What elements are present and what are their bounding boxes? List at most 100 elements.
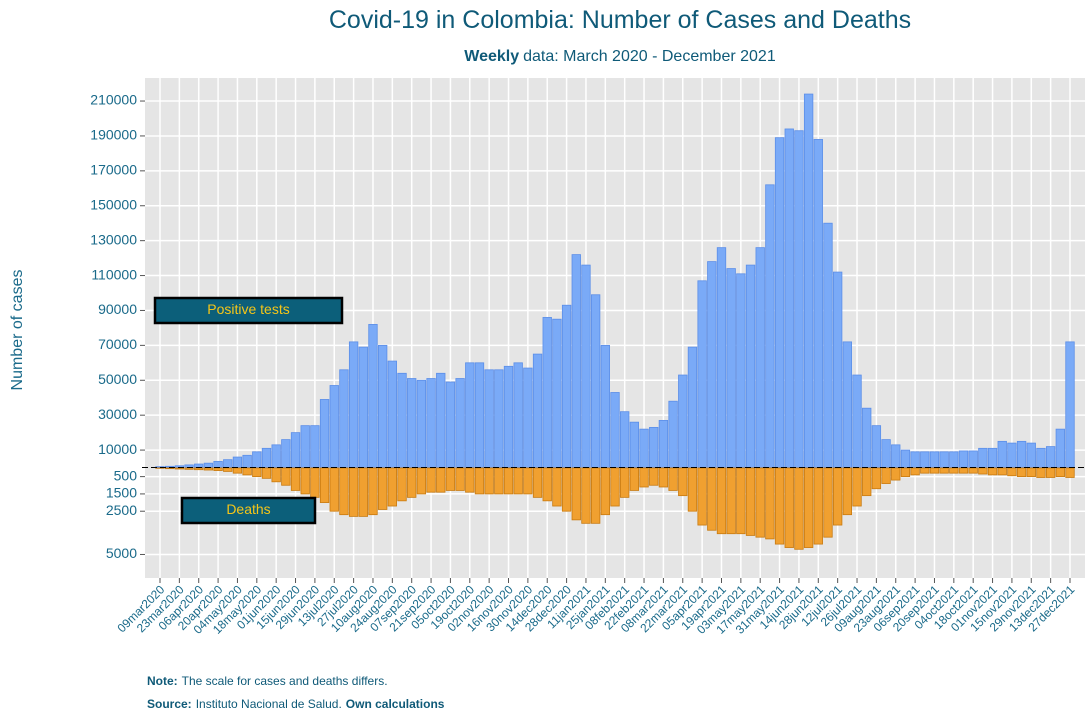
note: Note: The scale for cases and deaths diff… <box>147 674 388 688</box>
bar <box>1026 442 1036 468</box>
note-label: Note: <box>147 674 178 688</box>
bar <box>620 467 630 498</box>
bar <box>532 467 543 498</box>
bar <box>310 467 320 498</box>
bar <box>397 372 407 468</box>
bar <box>978 467 988 475</box>
bar <box>1036 467 1046 478</box>
bar <box>474 467 485 495</box>
bar <box>407 467 417 498</box>
source-label: Source: <box>147 697 192 711</box>
bar <box>426 467 436 493</box>
bar <box>310 425 320 468</box>
bar <box>252 451 262 468</box>
bar <box>1065 467 1075 478</box>
bar <box>852 374 862 468</box>
bar <box>271 467 281 483</box>
bar <box>426 378 436 468</box>
bar <box>803 93 814 468</box>
bar <box>339 467 349 516</box>
bar <box>920 451 930 468</box>
bar <box>358 467 368 517</box>
bar <box>339 369 349 468</box>
bar <box>687 346 698 468</box>
bar <box>416 379 427 468</box>
bar <box>610 392 620 468</box>
bar <box>891 444 901 468</box>
y2-tick-label: 500 <box>114 467 138 483</box>
bar <box>232 467 243 474</box>
bar <box>891 467 901 481</box>
bar <box>658 467 669 488</box>
bar <box>581 264 591 468</box>
bar <box>590 467 601 524</box>
bar <box>997 440 1007 468</box>
bar <box>290 467 301 491</box>
bar <box>823 222 833 468</box>
bar <box>668 467 678 491</box>
bar <box>445 467 456 491</box>
bar <box>736 467 746 535</box>
bar <box>842 467 853 516</box>
bar <box>765 184 775 468</box>
bar <box>929 467 940 474</box>
bar <box>571 254 581 468</box>
bar <box>242 454 252 468</box>
bar <box>784 467 794 548</box>
chart-title: Covid-19 in Colombia: Number of Cases an… <box>328 6 912 34</box>
bar <box>329 467 339 512</box>
bar <box>910 451 920 468</box>
bar <box>203 467 214 471</box>
bar <box>590 294 601 468</box>
legend-label: Deaths <box>226 501 270 517</box>
bar <box>581 467 591 524</box>
bar <box>774 467 785 545</box>
legend-box <box>180 496 317 525</box>
bar <box>503 467 514 495</box>
y-tick-label: 110000 <box>91 266 137 282</box>
bar <box>261 447 272 468</box>
bar <box>610 467 620 507</box>
bar <box>600 467 610 516</box>
bar <box>319 399 330 468</box>
bar <box>194 467 204 471</box>
bar <box>300 467 310 495</box>
bar <box>726 268 736 468</box>
bar <box>871 425 882 468</box>
bar <box>687 467 698 512</box>
y-tick-label: 70000 <box>98 336 137 352</box>
bar <box>949 467 959 474</box>
bar <box>552 318 562 468</box>
bar <box>261 467 272 479</box>
bar <box>649 467 659 486</box>
bar <box>668 400 678 468</box>
bar <box>920 467 930 474</box>
bar <box>377 467 388 510</box>
bar <box>678 374 688 468</box>
bar <box>523 467 533 495</box>
bar <box>1007 442 1017 468</box>
bars <box>155 93 1075 550</box>
y-tick-label: 190000 <box>90 127 137 143</box>
bar <box>939 451 949 468</box>
bar <box>736 273 746 468</box>
bar <box>281 467 291 486</box>
chart-subtitle: Weekly data: March 2020 - December 2021 <box>0 48 1090 66</box>
bar <box>639 428 649 468</box>
bar <box>494 467 504 495</box>
bar <box>484 467 494 495</box>
bar <box>436 467 446 493</box>
bar <box>968 450 978 468</box>
bar <box>803 467 814 548</box>
bar <box>1055 467 1065 478</box>
bar <box>271 444 281 468</box>
bar <box>465 362 475 468</box>
bar <box>765 467 775 540</box>
bar <box>571 467 581 521</box>
bar <box>542 317 552 468</box>
bar <box>465 467 475 493</box>
bar <box>213 467 223 471</box>
bar <box>561 304 572 468</box>
bar <box>900 449 911 468</box>
bar <box>745 264 756 468</box>
